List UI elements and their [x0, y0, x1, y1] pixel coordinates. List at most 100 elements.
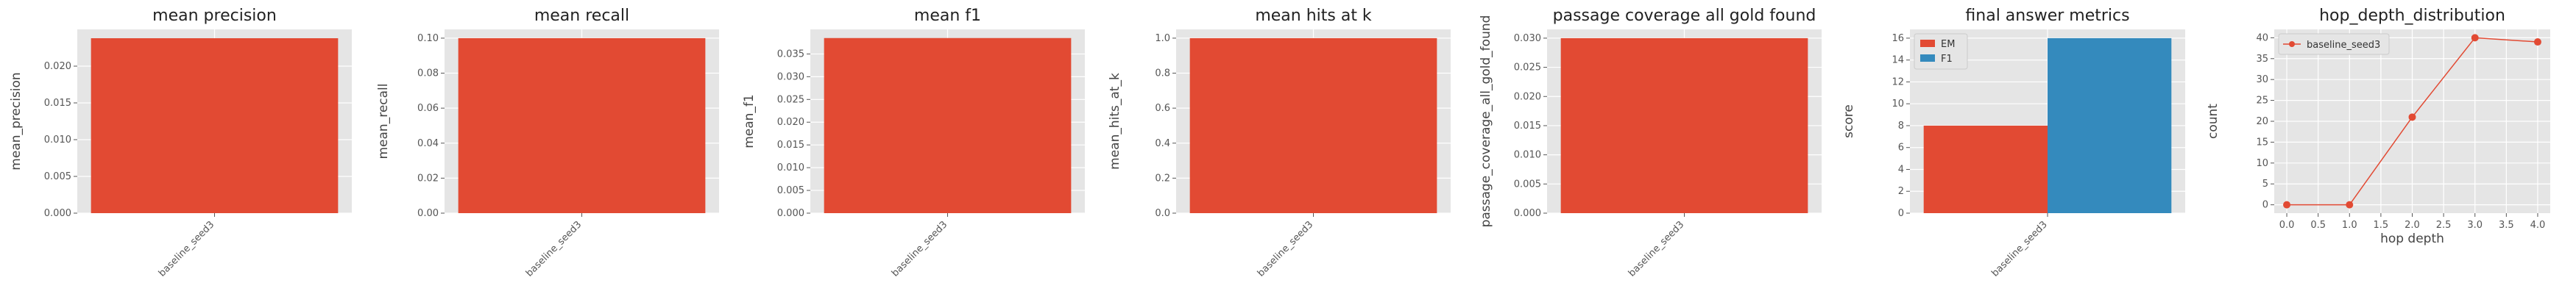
legend-label: baseline_seed3 — [2307, 40, 2380, 51]
y-tick-label: 0.04 — [417, 138, 439, 149]
subplot-title: mean f1 — [914, 7, 981, 25]
y-tick-label: 0.025 — [777, 94, 804, 105]
subplot-1: 0.000 0.005 0.010 0.015 0.020 baseline_seed3 m… — [9, 7, 352, 279]
y-tick-label: 10 — [2256, 158, 2268, 169]
legend: EM F1 — [1914, 33, 1968, 70]
data-point — [2471, 34, 2479, 42]
y-tick-label: 0.000 — [777, 208, 804, 219]
bar — [458, 37, 706, 214]
legend-marker — [2289, 41, 2295, 47]
y-tick-label: 15 — [2256, 137, 2268, 148]
y-tick-label: 0.015 — [44, 98, 71, 109]
y-tick-label: 0.005 — [1514, 179, 1541, 190]
x-tick-label: 0.5 — [2310, 220, 2326, 231]
y-tick-label: 0.06 — [417, 103, 439, 114]
subplot-title: mean recall — [534, 7, 629, 25]
y-axis-label: mean_f1 — [742, 94, 757, 148]
data-point — [2283, 201, 2291, 209]
y-axis-label: mean_recall — [376, 84, 391, 159]
legend: baseline_seed3 — [2278, 33, 2390, 55]
y-tick-label: 25 — [2256, 96, 2268, 107]
y-tick-label: 0.005 — [777, 185, 804, 196]
x-tick-label: 1.5 — [2374, 220, 2389, 231]
y-tick-label: 0.000 — [1514, 208, 1541, 219]
y-tick-label: 16 — [1892, 33, 1904, 44]
legend-swatch — [1920, 40, 1935, 47]
y-axis-label: passage_coverage_all_gold_found — [1479, 15, 1493, 228]
x-category-label: baseline_seed3 — [157, 219, 216, 279]
y-tick-label: 20 — [2256, 116, 2268, 127]
legend-label: F1 — [1941, 54, 1953, 65]
x-category-label: baseline_seed3 — [890, 219, 949, 279]
bar-f1 — [2048, 37, 2172, 214]
y-tick-label: 0.015 — [1514, 121, 1541, 132]
y-tick-label: 0 — [1898, 208, 1904, 219]
y-tick-label: 0 — [2262, 200, 2268, 211]
x-category-label: baseline_seed3 — [524, 219, 584, 279]
y-tick-label: 0.6 — [1155, 103, 1170, 114]
legend-swatch — [1920, 54, 1935, 62]
x-tick-label: 3.5 — [2499, 220, 2514, 231]
y-tick-label: 0.015 — [777, 140, 804, 151]
legend-box — [2278, 33, 2390, 55]
y-tick-label: 5 — [2262, 179, 2268, 190]
y-tick-label: 0.020 — [777, 117, 804, 128]
x-tick-label: 2.5 — [2436, 220, 2452, 231]
y-tick-label: 0.025 — [1514, 62, 1541, 74]
y-tick-label: 0.10 — [417, 33, 439, 44]
bar — [91, 38, 339, 213]
y-tick-label: 0.00 — [417, 208, 439, 219]
y-tick-label: 0.8 — [1155, 68, 1170, 79]
y-tick-label: 2 — [1898, 186, 1904, 197]
y-tick-label: 14 — [1892, 55, 1904, 66]
bar — [1189, 37, 1437, 214]
y-tick-label: 0.02 — [417, 173, 439, 184]
subplot-3: 0.000 0.005 0.010 0.015 0.020 0.025 0.030 0.035… — [742, 7, 1085, 279]
y-axis-label: mean_precision — [9, 72, 24, 170]
subplot-title: mean precision — [152, 7, 277, 25]
y-tick-label: 0.020 — [1514, 91, 1541, 102]
x-tick-label: 2.0 — [2405, 220, 2420, 231]
data-point — [2533, 38, 2541, 46]
x-category-label: baseline_seed3 — [1989, 219, 2049, 279]
y-tick-label: 0.4 — [1155, 138, 1170, 149]
subplot-5: 0.000 0.005 0.010 0.015 0.020 0.025 0.030 basel… — [1479, 7, 1822, 279]
y-tick-label: 0.2 — [1155, 173, 1170, 184]
y-tick-label: 4 — [1898, 164, 1904, 175]
y-tick-label: 0.000 — [44, 208, 71, 219]
y-tick-label: 0.030 — [1514, 33, 1541, 44]
x-axis-label: hop depth — [2380, 232, 2444, 246]
y-tick-label: 10 — [1892, 98, 1904, 110]
y-tick-label: 0.010 — [44, 135, 71, 146]
subplot-4: 0.0 0.2 0.4 0.6 0.8 1.0 baseline_seed3 mean hit… — [1108, 7, 1451, 279]
subplot-title: passage coverage all gold found — [1553, 7, 1816, 25]
y-tick-label: 0.030 — [777, 71, 804, 82]
y-tick-label: 6 — [1898, 143, 1904, 154]
y-tick-label: 0.0 — [1155, 208, 1170, 219]
x-tick-label: 0.0 — [2279, 220, 2295, 231]
y-tick-label: 0.010 — [777, 162, 804, 173]
y-tick-label: 40 — [2256, 32, 2268, 43]
y-tick-label: 0.035 — [777, 49, 804, 60]
bar-em — [1923, 125, 2048, 213]
data-point — [2408, 113, 2416, 121]
x-category-label: baseline_seed3 — [1256, 219, 1315, 279]
y-tick-label: 35 — [2256, 54, 2268, 65]
legend-label: EM — [1941, 39, 1955, 50]
y-tick-label: 12 — [1892, 76, 1904, 87]
subplot-6: 0 2 4 6 8 10 12 14 16 EM F1 baseline_seed3 final ans… — [1841, 7, 2185, 279]
x-category-label: baseline_seed3 — [1627, 219, 1686, 279]
y-tick-label: 0.020 — [44, 61, 71, 72]
bar — [824, 37, 1072, 213]
y-axis-label: score — [1841, 104, 1856, 138]
x-tick-label: 3.0 — [2467, 220, 2483, 231]
y-axis-label: mean_hits_at_k — [1108, 73, 1122, 170]
y-tick-label: 0.005 — [44, 171, 71, 182]
x-tick-label: 4.0 — [2530, 220, 2546, 231]
subplot-2: 0.00 0.02 0.04 0.06 0.08 0.10 baseline_seed3 me… — [376, 7, 719, 279]
y-tick-label: 0.010 — [1514, 150, 1541, 161]
y-tick-label: 30 — [2256, 74, 2268, 85]
y-tick-label: 8 — [1898, 121, 1904, 132]
subplot-7: 0 5 10 15 20 25 30 35 40 0.0 0.5 1.0 1.5 2.0 2.5 3.0 3.5… — [2206, 7, 2550, 246]
x-tick-label: 1.0 — [2342, 220, 2357, 231]
